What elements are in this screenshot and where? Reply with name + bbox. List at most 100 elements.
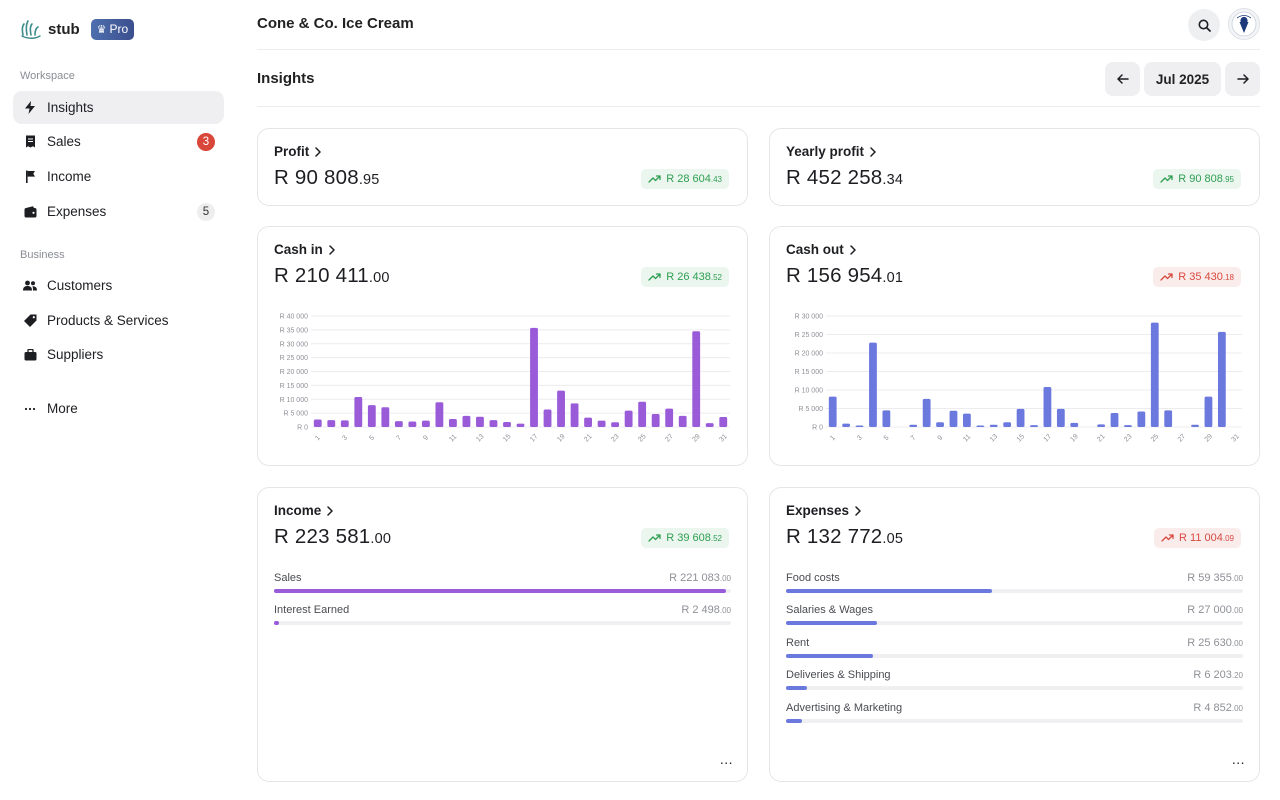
amount-main: R 132 772 [786,525,882,548]
change-cents: .95 [1223,175,1234,184]
change-badge: R 90 808.95 [1153,169,1241,189]
change-value: R 39 608.52 [666,532,722,544]
cash-in-bar-chart[interactable]: R 0 R 5 000 R 10 000 R 15 000 R 20 000 R 25 0… [258,227,749,467]
trend-up-icon [648,534,661,542]
chart-bar [976,426,984,428]
search-button[interactable] [1188,9,1220,41]
users-icon [23,279,37,293]
brand[interactable]: stub ♛ Pro [20,18,134,40]
next-period-button[interactable] [1225,62,1260,96]
chart-bar [449,419,457,427]
chart-bar [544,410,552,427]
breakdown-row-sales[interactable]: Sales R 221 083.00 [274,572,731,600]
crown-icon: ♛ [97,23,107,36]
x-tick-label: 1 [829,434,837,442]
y-tick-label: R 0 [297,425,308,432]
breakdown-row-rent[interactable]: Rent R 25 630.00 [786,637,1243,665]
change-badge: R 28 604.43 [641,169,729,189]
previous-period-button[interactable] [1105,62,1140,96]
cash-in-card[interactable]: Cash in R 210 411.00 R 26 438.52 R 0 R 5 … [257,226,748,466]
x-tick-label: 13 [475,433,486,444]
company-avatar[interactable] [1228,8,1260,40]
chart-bar [923,399,931,427]
x-tick-label: 29 [691,433,702,444]
chart-bar [1017,409,1025,427]
card-title[interactable]: Expenses [786,503,862,518]
card-title[interactable]: Yearly profit [786,144,877,159]
change-main: R 39 608 [666,532,711,544]
ice-cream-logo-icon [1231,11,1257,37]
x-tick-label: 17 [529,433,540,444]
sidebar-item-customers[interactable]: Customers [13,269,224,302]
y-tick-label: R 5 000 [283,411,308,418]
breakdown-row-food-costs[interactable]: Food costs R 59 355.00 [786,572,1243,600]
card-title[interactable]: Profit [274,144,322,159]
page-title: Insights [257,70,315,87]
x-tick-label: 15 [1016,433,1027,444]
breakdown-bar [786,589,992,593]
chart-bar [882,410,890,427]
header-divider [257,49,1260,50]
sidebar-item-products-services[interactable]: Products & Services [13,304,224,337]
income-card[interactable]: Income R 223 581 .00 R 39 608.52 Sales R … [257,487,748,782]
sidebar-item-income[interactable]: Income [13,160,224,193]
x-tick-label: 17 [1043,433,1054,444]
card-more-button[interactable]: ... [1232,751,1245,767]
section-label-business: Business [20,249,65,261]
breakdown-row-deliveries-shipping[interactable]: Deliveries & Shipping R 6 203.20 [786,669,1243,697]
profit-card[interactable]: Profit R 90 808.95 R 28 604.43 [257,128,748,206]
amount-main: R 223 581 [274,525,370,548]
company-name[interactable]: Cone & Co. Ice Cream [257,15,414,32]
x-tick-label: 7 [395,434,403,442]
change-main: R 90 808 [1178,173,1223,185]
breakdown-bar [786,621,877,625]
chart-bar [503,422,511,427]
y-tick-label: R 30 000 [795,314,824,321]
yearly-profit-card[interactable]: Yearly profit R 452 258.34 R 90 808.95 [769,128,1260,206]
breakdown-row-advertising-marketing[interactable]: Advertising & Marketing R 4 852.00 [786,702,1243,730]
x-tick-label: 23 [610,433,621,444]
y-tick-label: R 15 000 [280,383,309,390]
breakdown-row-interest-earned[interactable]: Interest Earned R 2 498.00 [274,604,731,632]
card-title-label: Yearly profit [786,144,864,159]
breakdown-track [786,686,1243,690]
value-cents: .20 [1232,671,1243,680]
pro-badge[interactable]: ♛ Pro [91,19,135,40]
sidebar-item-suppliers[interactable]: Suppliers [13,338,224,371]
expenses-card[interactable]: Expenses R 132 772.05 R 11 004.09 Food c… [769,487,1260,782]
sidebar-item-more[interactable]: More [13,392,224,425]
chart-bar [990,425,998,427]
x-tick-label: 7 [910,434,918,442]
card-title[interactable]: Income [274,503,334,518]
breakdown-row-salaries-wages[interactable]: Salaries & Wages R 27 000.00 [786,604,1243,632]
flag-icon [23,170,37,184]
change-main: R 11 004 [1179,532,1223,544]
cash-out-card[interactable]: Cash out R 156 954.01 R 35 430.18 R 0 R 5… [769,226,1260,466]
x-tick-label: 9 [937,434,945,442]
sidebar-item-label: Customers [47,278,112,293]
sidebar-item-sales[interactable]: Sales 3 [13,125,224,158]
sidebar-item-expenses[interactable]: Expenses 5 [13,195,224,228]
amount-main: R 452 258 [786,166,882,189]
breakdown-value: R 4 852.00 [1193,702,1243,714]
sidebar-item-insights[interactable]: Insights [13,91,224,124]
x-tick-label: 11 [962,433,972,443]
y-tick-label: R 10 000 [795,388,824,395]
value-main: R 27 000 [1187,604,1232,616]
trend-up-icon [648,175,661,183]
chevron-right-icon [326,506,334,516]
x-tick-label: 19 [556,433,567,444]
y-tick-label: R 0 [812,425,823,432]
chart-bar [869,343,877,427]
chart-bar [1097,424,1105,427]
chart-bar [1205,397,1213,427]
value-cents: .00 [720,574,731,583]
chart-bar [368,405,376,427]
card-more-button[interactable]: ... [720,751,733,767]
cash-out-bar-chart[interactable]: R 0 R 5 000 R 10 000 R 15 000 R 20 000 R 25 0… [770,227,1261,467]
breakdown-label: Rent [786,637,809,649]
chart-bar [584,418,592,427]
period-selector[interactable]: Jul 2025 [1144,62,1221,96]
x-tick-label: 15 [502,433,513,444]
value-cents: .00 [1232,606,1243,615]
